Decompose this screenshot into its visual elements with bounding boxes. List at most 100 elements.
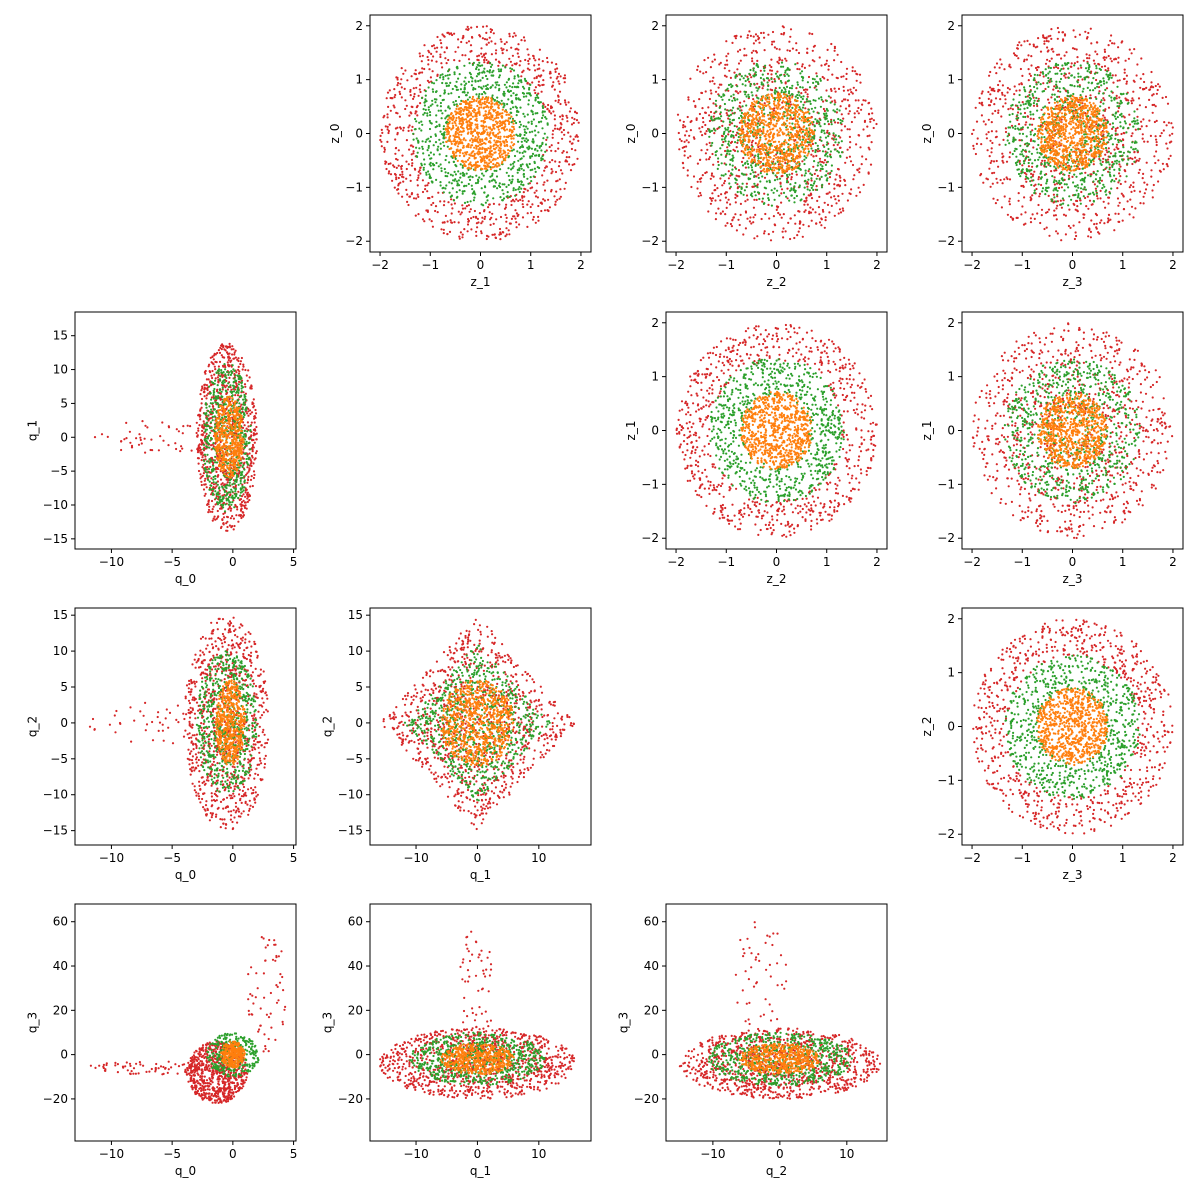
scatter-point bbox=[750, 91, 753, 94]
scatter-point bbox=[476, 97, 479, 100]
scatter-point bbox=[692, 100, 696, 103]
scatter-point bbox=[822, 144, 825, 147]
scatter-point bbox=[718, 94, 721, 97]
scatter-point bbox=[461, 192, 464, 195]
scatter-point bbox=[467, 182, 470, 186]
scatter-point bbox=[749, 84, 752, 88]
scatter-point bbox=[784, 230, 787, 233]
scatter-series bbox=[379, 25, 580, 241]
scatter-point bbox=[518, 186, 521, 189]
scatter-point bbox=[495, 134, 498, 137]
scatter-point bbox=[459, 231, 462, 234]
scatter-point bbox=[451, 122, 454, 125]
scatter-point bbox=[445, 46, 448, 49]
scatter-point bbox=[479, 79, 482, 82]
scatter-point bbox=[487, 41, 490, 44]
scatter-point bbox=[744, 200, 747, 203]
scatter-point bbox=[450, 194, 453, 197]
scatter-point bbox=[525, 95, 528, 98]
scatter-point bbox=[507, 119, 510, 122]
scatter-point bbox=[559, 75, 562, 78]
scatter-point bbox=[824, 116, 827, 119]
scatter-point bbox=[763, 151, 766, 154]
scatter-point bbox=[724, 128, 728, 131]
scatter-point bbox=[736, 183, 739, 186]
scatter-point bbox=[549, 105, 553, 108]
y-tick-label: 1 bbox=[355, 73, 363, 87]
scatter-point bbox=[737, 175, 740, 178]
scatter-point bbox=[727, 109, 730, 112]
scatter-point bbox=[498, 182, 501, 185]
scatter-point bbox=[513, 160, 516, 164]
scatter-point bbox=[734, 35, 737, 38]
scatter-point bbox=[845, 77, 848, 81]
scatter-point bbox=[503, 141, 506, 144]
scatter-point bbox=[511, 198, 515, 201]
scatter-point bbox=[769, 163, 772, 166]
scatter-point bbox=[499, 70, 502, 73]
scatter-point bbox=[772, 114, 775, 117]
scatter-point bbox=[776, 178, 779, 181]
scatter-point bbox=[826, 177, 829, 180]
scatter-point bbox=[711, 80, 714, 83]
scatter-point bbox=[477, 110, 480, 113]
scatter-point bbox=[735, 73, 738, 77]
scatter-point bbox=[820, 98, 823, 101]
scatter-point bbox=[513, 62, 516, 65]
scatter-point bbox=[1089, 94, 1092, 97]
scatter-point bbox=[465, 108, 468, 111]
scatter-point bbox=[492, 222, 495, 225]
scatter-point bbox=[473, 209, 476, 213]
scatter-point bbox=[430, 59, 433, 62]
scatter-point bbox=[740, 121, 744, 124]
scatter-point bbox=[845, 67, 849, 70]
scatter-point bbox=[428, 173, 431, 176]
scatter-point bbox=[558, 128, 561, 131]
scatter-point bbox=[559, 102, 562, 106]
scatter-point bbox=[725, 206, 728, 209]
scatter-point bbox=[796, 119, 799, 122]
scatter-point bbox=[485, 234, 489, 237]
scatter-point bbox=[778, 112, 782, 115]
scatter-point bbox=[750, 222, 753, 225]
scatter-point bbox=[529, 187, 532, 190]
scatter-point bbox=[457, 221, 460, 224]
scatter-point bbox=[822, 161, 825, 164]
scatter-point bbox=[426, 112, 429, 115]
scatter-point bbox=[489, 175, 492, 178]
scatter-point bbox=[470, 184, 473, 187]
scatter-point bbox=[526, 164, 529, 167]
scatter-point bbox=[735, 174, 738, 177]
scatter-point bbox=[774, 140, 777, 143]
scatter-point bbox=[723, 179, 727, 183]
scatter-point bbox=[528, 146, 531, 149]
scatter-point bbox=[531, 138, 535, 141]
scatter-point bbox=[430, 157, 433, 160]
scatter-point bbox=[484, 84, 488, 88]
scatter-point bbox=[397, 81, 400, 85]
scatter-point bbox=[468, 178, 472, 181]
scatter-point bbox=[762, 127, 765, 131]
scatter-point bbox=[841, 207, 844, 210]
scatter-point bbox=[495, 49, 498, 52]
scatter-point bbox=[767, 203, 770, 206]
scatter-point bbox=[505, 185, 508, 188]
scatter-point bbox=[752, 62, 756, 65]
scatter-point bbox=[815, 80, 818, 83]
scatter-point bbox=[410, 164, 414, 167]
scatter-point bbox=[505, 111, 508, 114]
scatter-point bbox=[483, 191, 486, 194]
scatter-point bbox=[766, 193, 770, 196]
scatter-point bbox=[709, 202, 713, 205]
scatter-point bbox=[465, 94, 468, 97]
scatter-point bbox=[711, 152, 714, 156]
scatter-point bbox=[554, 68, 557, 71]
scatter-point bbox=[770, 73, 773, 76]
scatter-point bbox=[1149, 134, 1152, 137]
scatter-point bbox=[798, 94, 801, 97]
scatter-point bbox=[829, 156, 833, 159]
scatter-point bbox=[762, 132, 765, 135]
scatter-point bbox=[480, 222, 483, 225]
scatter-point bbox=[788, 40, 791, 43]
scatter-point bbox=[410, 153, 413, 156]
